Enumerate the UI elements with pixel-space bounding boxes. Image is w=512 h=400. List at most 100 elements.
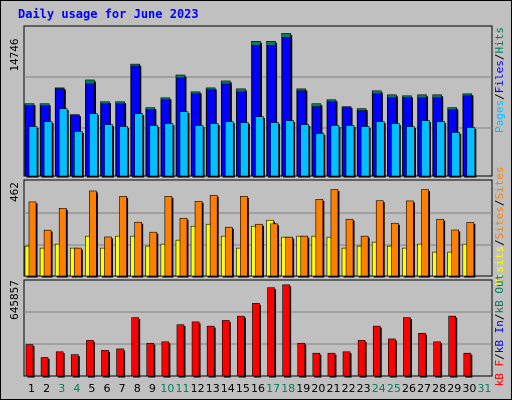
sites-bar-day-27 <box>421 189 429 277</box>
day-label-17: 17 <box>266 382 280 395</box>
kbytes-bar-day-24 <box>372 325 381 377</box>
legend-hits-files-pages-part: Files <box>493 60 506 93</box>
kbytes-bar-day-18 <box>282 284 290 377</box>
kbytes-bar-day-28 <box>433 341 441 377</box>
sites-bar-day-24 <box>375 200 384 277</box>
pages-bar-day-12 <box>194 125 204 177</box>
day-label-15: 15 <box>236 382 250 395</box>
kbytes-bar-day-26 <box>403 317 411 377</box>
day-label-2: 2 <box>43 382 50 395</box>
day-label-14: 14 <box>221 382 235 395</box>
pages-bar-day-20 <box>315 133 325 177</box>
day-label-12: 12 <box>191 382 205 395</box>
ymax-label-hits: 14746 <box>8 38 21 71</box>
sites-bar-day-28 <box>436 218 444 277</box>
day-label-30: 30 <box>462 382 476 395</box>
kbytes-bar-day-20 <box>312 352 321 377</box>
pages-bar-day-3 <box>58 108 68 177</box>
kbytes-bar-day-13 <box>206 325 215 377</box>
kbytes-bar-day-23 <box>357 340 366 377</box>
legend-visits-sites-part: Visits <box>493 246 506 286</box>
kbytes-bar-day-12 <box>191 321 200 377</box>
kbytes-bar-day-6 <box>101 350 109 377</box>
day-label-31: 31 <box>477 382 491 395</box>
pages-bar-day-6 <box>104 124 113 177</box>
sites-bar-day-17 <box>270 223 278 277</box>
legend-hits-files-pages: Pages/Files/Hits <box>493 27 506 133</box>
kbytes-bar-day-19 <box>297 342 306 377</box>
legend-hits-files-pages-part: / <box>493 54 506 61</box>
pages-bar-day-5 <box>89 113 98 177</box>
legend-hits-files-pages-part: / <box>493 93 506 100</box>
day-label-25: 25 <box>387 382 401 395</box>
kbytes-bar-day-7 <box>116 348 124 377</box>
day-label-24: 24 <box>372 382 386 395</box>
pages-bar-day-21 <box>330 125 340 177</box>
sites-bar-day-13 <box>209 195 218 277</box>
ymax-label-kbytes: 645857 <box>8 280 21 320</box>
sites-bar-day-3 <box>58 207 67 277</box>
pages-bar-day-16 <box>255 116 264 177</box>
sites-bar-day-6 <box>104 236 112 277</box>
day-label-18: 18 <box>281 382 295 395</box>
day-label-6: 6 <box>104 382 111 395</box>
pages-bar-day-4 <box>73 131 83 177</box>
pages-bar-day-11 <box>179 111 189 177</box>
kbytes-bar-day-16 <box>252 303 260 377</box>
kbytes-bar-day-27 <box>418 332 426 377</box>
ymax-label-sites: 462 <box>8 182 21 202</box>
day-label-22: 22 <box>342 382 356 395</box>
legend-kbytes-part: kB In <box>493 320 506 353</box>
kbytes-bar-day-5 <box>86 340 94 377</box>
sites-bar-day-26 <box>406 200 414 277</box>
pages-bar-day-22 <box>345 125 355 177</box>
kbytes-bar-day-17 <box>267 287 275 377</box>
pages-bar-day-28 <box>436 121 445 177</box>
kbytes-bar-day-11 <box>176 324 185 377</box>
sites-bar-day-15 <box>240 196 248 277</box>
kbytes-bar-day-30 <box>463 352 472 377</box>
pages-bar-day-15 <box>240 122 249 177</box>
day-label-23: 23 <box>357 382 371 395</box>
sites-bar-day-19 <box>300 235 309 277</box>
legend-hits-files-pages-part: Pages <box>493 100 506 133</box>
pages-bar-day-17 <box>270 122 279 177</box>
legend-kbytes-part: / <box>493 353 506 360</box>
day-label-7: 7 <box>119 382 126 395</box>
sites-bar-day-8 <box>134 221 142 277</box>
kbytes-bar-day-10 <box>161 341 170 377</box>
sites-bar-day-20 <box>315 199 324 277</box>
kbytes-bar-day-2 <box>40 357 49 377</box>
pages-bar-day-9 <box>149 125 159 177</box>
day-label-3: 3 <box>58 382 65 395</box>
day-label-5: 5 <box>88 382 95 395</box>
kbytes-bar-day-9 <box>146 342 155 377</box>
pages-bar-day-29 <box>451 132 461 177</box>
legend-visits-sites-part: / <box>493 239 506 246</box>
kbytes-bar-day-22 <box>342 351 351 377</box>
chart-title: Daily usage for June 2023 <box>18 7 199 21</box>
day-label-21: 21 <box>326 382 340 395</box>
sites-bar-day-9 <box>149 231 158 277</box>
pages-bar-day-25 <box>391 123 400 177</box>
sites-bar-day-7 <box>119 196 127 277</box>
pages-bar-day-2 <box>43 121 53 177</box>
sites-bar-day-12 <box>194 201 203 277</box>
day-label-26: 26 <box>402 382 416 395</box>
legend-kbytes-part: kB Out <box>493 274 506 314</box>
pages-bar-day-8 <box>134 113 143 177</box>
sites-bar-day-25 <box>391 222 399 277</box>
day-label-27: 27 <box>417 382 431 395</box>
kbytes-bar-day-14 <box>221 320 230 377</box>
day-label-10: 10 <box>160 382 174 395</box>
kbytes-bar-day-25 <box>388 338 396 377</box>
sites-bar-day-30 <box>466 222 475 277</box>
sites-bar-day-18 <box>285 236 293 277</box>
sites-bar-day-22 <box>345 218 354 277</box>
kbytes-bar-day-8 <box>131 317 139 377</box>
day-label-28: 28 <box>432 382 446 395</box>
day-label-19: 19 <box>296 382 310 395</box>
pages-bar-day-26 <box>406 126 415 177</box>
